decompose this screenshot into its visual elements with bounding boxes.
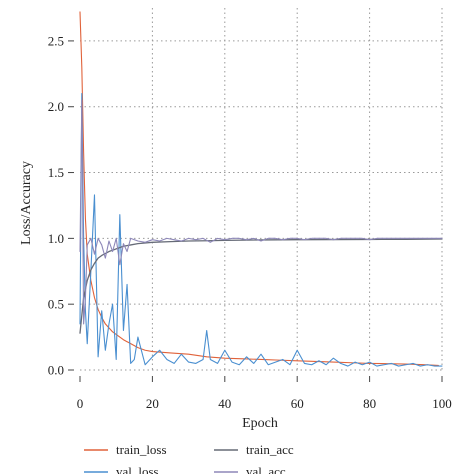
series-line-val-loss <box>79 93 443 367</box>
tick-labels: 0.0 0.5 1.0 1.5 2.0 2.5 0 20 40 60 80 100 <box>48 33 452 411</box>
legend-label: train_loss <box>116 442 167 457</box>
x-tick-label: 20 <box>146 396 159 411</box>
y-tick-label: 2.0 <box>48 99 64 114</box>
legend-label: val_loss <box>116 464 159 474</box>
legend-label: train_acc <box>246 442 294 457</box>
y-axis-title: Loss/Accuracy <box>19 161 34 245</box>
series-line-val-acc <box>79 99 443 325</box>
x-tick-label: 40 <box>218 396 231 411</box>
axes <box>68 40 443 382</box>
x-tick-label: 0 <box>77 396 84 411</box>
y-tick-label: 1.5 <box>48 165 64 180</box>
x-tick-label: 60 <box>291 396 304 411</box>
y-tick-label: 0.5 <box>48 297 64 312</box>
y-tick-label: 1.0 <box>48 231 64 246</box>
series-line-train-loss <box>79 11 439 366</box>
legend-label: val_acc <box>246 464 286 474</box>
legend: train_loss train_acc val_loss val_acc <box>84 442 294 474</box>
x-tick-label: 80 <box>363 396 376 411</box>
x-axis-title: Epoch <box>242 416 278 431</box>
series-line-train-acc <box>79 238 443 334</box>
grid <box>80 8 443 371</box>
y-tick-label: 2.5 <box>48 33 64 48</box>
series-group <box>79 11 443 367</box>
y-tick-label: 0.0 <box>48 363 64 378</box>
x-tick-label: 100 <box>432 396 452 411</box>
